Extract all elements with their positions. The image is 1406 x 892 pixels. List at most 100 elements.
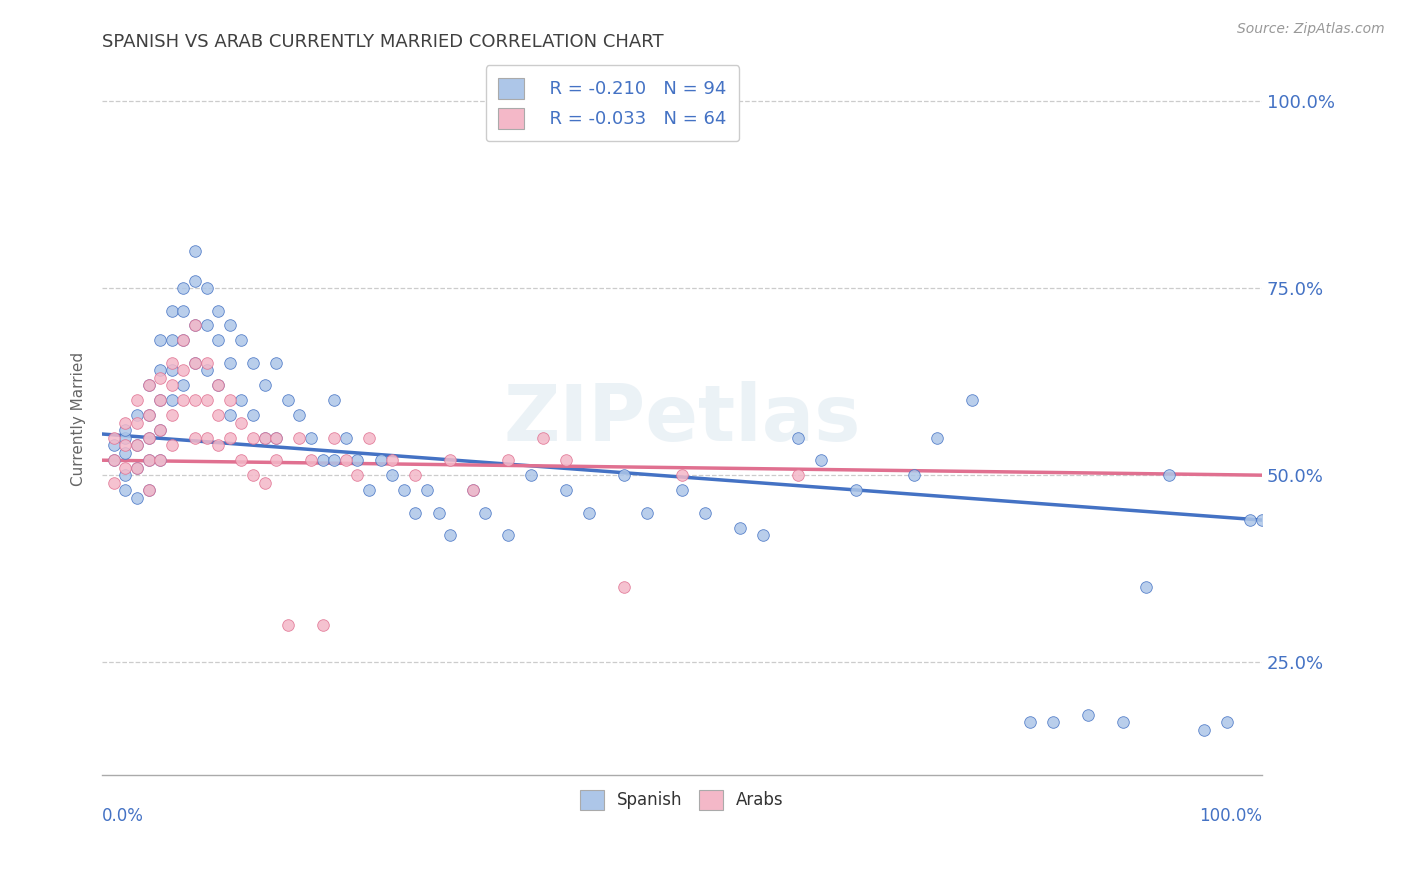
Point bbox=[695, 506, 717, 520]
Point bbox=[125, 409, 148, 423]
Point bbox=[114, 431, 136, 445]
Point bbox=[231, 334, 253, 348]
Point bbox=[264, 356, 287, 370]
Point bbox=[555, 483, 578, 497]
Point bbox=[264, 431, 287, 445]
Point bbox=[103, 438, 125, 452]
Point bbox=[277, 393, 299, 408]
Point bbox=[242, 356, 264, 370]
Point bbox=[184, 356, 207, 370]
Point bbox=[149, 453, 172, 467]
Point bbox=[138, 453, 160, 467]
Point bbox=[1077, 707, 1099, 722]
Point bbox=[114, 460, 136, 475]
Point bbox=[613, 581, 636, 595]
Point bbox=[323, 393, 346, 408]
Point bbox=[555, 453, 578, 467]
Point bbox=[960, 393, 983, 408]
Point bbox=[184, 318, 207, 333]
Text: SPANISH VS ARAB CURRENTLY MARRIED CORRELATION CHART: SPANISH VS ARAB CURRENTLY MARRIED CORREL… bbox=[103, 33, 664, 51]
Point bbox=[218, 393, 240, 408]
Point bbox=[125, 438, 148, 452]
Point bbox=[195, 431, 218, 445]
Point bbox=[927, 431, 949, 445]
Point bbox=[299, 431, 322, 445]
Point bbox=[103, 453, 125, 467]
Point bbox=[1042, 715, 1064, 730]
Point bbox=[149, 393, 172, 408]
Text: 0.0%: 0.0% bbox=[103, 806, 143, 824]
Point bbox=[346, 453, 368, 467]
Point bbox=[195, 393, 218, 408]
Point bbox=[172, 281, 194, 295]
Point bbox=[357, 483, 380, 497]
Point bbox=[125, 460, 148, 475]
Point bbox=[160, 378, 183, 392]
Point bbox=[114, 468, 136, 483]
Point bbox=[149, 423, 172, 437]
Point bbox=[149, 423, 172, 437]
Point bbox=[496, 453, 519, 467]
Point bbox=[381, 468, 404, 483]
Point bbox=[184, 393, 207, 408]
Point bbox=[195, 318, 218, 333]
Point bbox=[264, 431, 287, 445]
Point bbox=[172, 378, 194, 392]
Y-axis label: Currently Married: Currently Married bbox=[72, 352, 86, 486]
Point bbox=[138, 409, 160, 423]
Point bbox=[381, 453, 404, 467]
Point bbox=[392, 483, 415, 497]
Point bbox=[160, 438, 183, 452]
Text: ZIPetlas: ZIPetlas bbox=[503, 381, 860, 457]
Point bbox=[125, 491, 148, 505]
Point bbox=[531, 431, 554, 445]
Point bbox=[125, 393, 148, 408]
Point bbox=[184, 356, 207, 370]
Point bbox=[1216, 715, 1239, 730]
Point bbox=[207, 378, 229, 392]
Point bbox=[207, 438, 229, 452]
Point bbox=[138, 378, 160, 392]
Point bbox=[311, 453, 333, 467]
Point bbox=[1135, 581, 1157, 595]
Point bbox=[1159, 468, 1181, 483]
Point bbox=[288, 409, 311, 423]
Point bbox=[242, 409, 264, 423]
Point bbox=[752, 528, 775, 542]
Point bbox=[323, 453, 346, 467]
Point bbox=[149, 453, 172, 467]
Point bbox=[207, 334, 229, 348]
Point bbox=[474, 506, 496, 520]
Point bbox=[218, 409, 240, 423]
Point bbox=[160, 409, 183, 423]
Point bbox=[404, 468, 426, 483]
Point bbox=[207, 378, 229, 392]
Point bbox=[463, 483, 485, 497]
Point bbox=[903, 468, 925, 483]
Point bbox=[103, 431, 125, 445]
Point bbox=[299, 453, 322, 467]
Point bbox=[253, 431, 276, 445]
Point bbox=[125, 416, 148, 430]
Point bbox=[195, 281, 218, 295]
Point bbox=[114, 446, 136, 460]
Point bbox=[172, 334, 194, 348]
Point bbox=[184, 244, 207, 258]
Point bbox=[787, 431, 810, 445]
Legend: Spanish, Arabs: Spanish, Arabs bbox=[571, 780, 793, 820]
Point bbox=[218, 431, 240, 445]
Point bbox=[160, 356, 183, 370]
Point bbox=[231, 393, 253, 408]
Point bbox=[138, 378, 160, 392]
Point bbox=[195, 356, 218, 370]
Point bbox=[346, 468, 368, 483]
Point bbox=[114, 423, 136, 437]
Point bbox=[218, 318, 240, 333]
Point bbox=[253, 378, 276, 392]
Point bbox=[172, 334, 194, 348]
Point bbox=[160, 363, 183, 377]
Point bbox=[370, 453, 392, 467]
Point bbox=[231, 416, 253, 430]
Point bbox=[114, 438, 136, 452]
Point bbox=[184, 318, 207, 333]
